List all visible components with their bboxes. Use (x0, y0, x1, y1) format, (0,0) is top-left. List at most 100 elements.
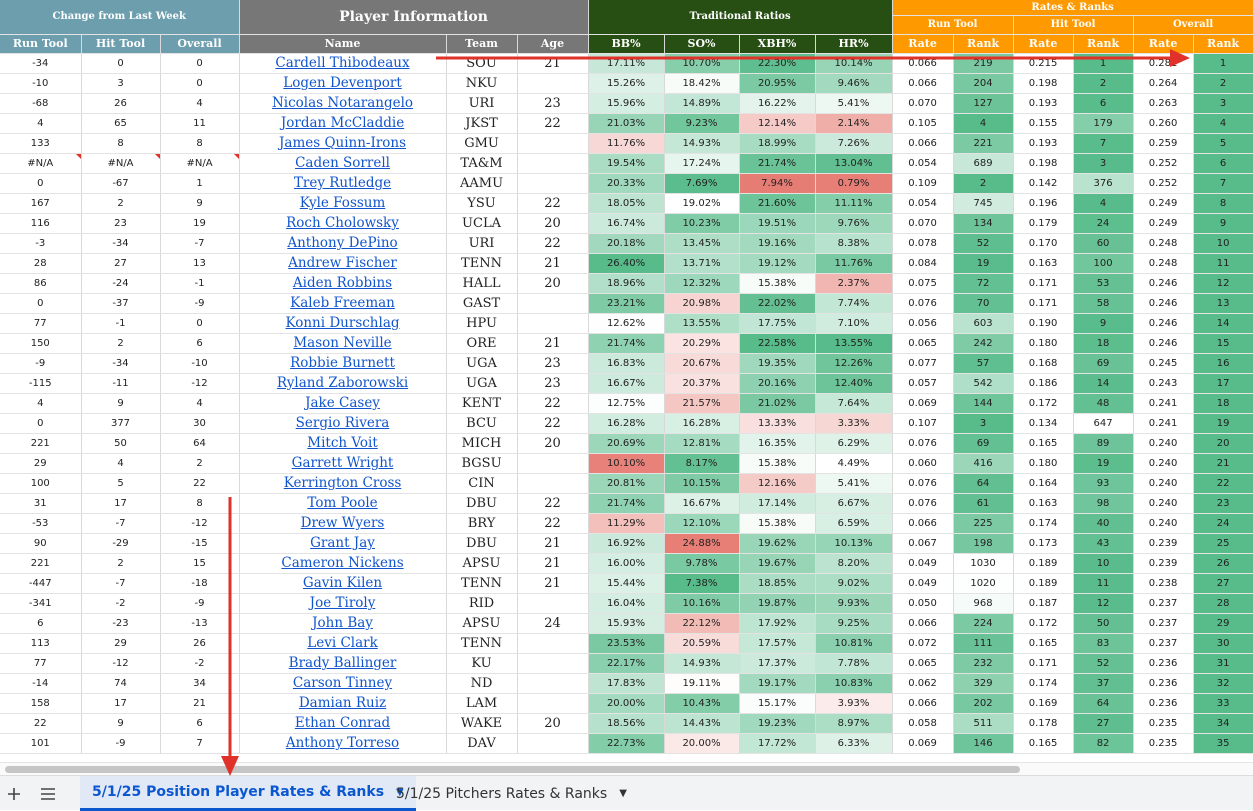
player-name-link[interactable]: Roch Cholowsky (239, 213, 447, 234)
change-overall[interactable]: 1 (160, 173, 240, 194)
player-name-link[interactable]: Anthony Torreso (239, 733, 447, 754)
overall-rank-cell[interactable]: 20 (1193, 433, 1253, 454)
change-hit-tool[interactable]: -1 (81, 313, 161, 334)
bb-pct-cell[interactable]: 20.81% (588, 473, 665, 494)
player-name-link[interactable]: Sergio Rivera (239, 413, 447, 434)
age-cell[interactable]: 21 (517, 53, 589, 74)
hr-pct-cell[interactable]: 3.93% (815, 693, 893, 714)
change-run-tool[interactable]: 116 (0, 213, 82, 234)
change-overall[interactable]: -12 (160, 513, 240, 534)
run-rank-cell[interactable]: 127 (953, 93, 1014, 114)
change-overall[interactable]: -15 (160, 533, 240, 554)
change-run-tool[interactable]: 28 (0, 253, 82, 274)
hit-rank-cell[interactable]: 83 (1073, 633, 1134, 654)
player-name-link[interactable]: Andrew Fischer (239, 253, 447, 274)
age-cell[interactable]: 21 (517, 573, 589, 594)
xbh-pct-cell[interactable]: 18.99% (739, 133, 816, 154)
player-name-link[interactable]: Cardell Thibodeaux (239, 53, 447, 74)
hamburger-icon[interactable] (34, 782, 62, 806)
run-rate-cell[interactable]: 0.066 (892, 693, 954, 714)
overall-rate-cell[interactable]: 0.246 (1133, 313, 1194, 334)
col-header-run-tool[interactable]: Run Tool (0, 34, 82, 54)
so-pct-cell[interactable]: 17.24% (664, 153, 740, 174)
bb-pct-cell[interactable]: 12.75% (588, 393, 665, 414)
player-name-link[interactable]: Jordan McCladdie (239, 113, 447, 134)
change-hit-tool[interactable]: #N/A (81, 153, 161, 174)
player-name-link[interactable]: Garrett Wright (239, 453, 447, 474)
bb-pct-cell[interactable]: 18.05% (588, 193, 665, 214)
run-rank-cell[interactable]: 542 (953, 373, 1014, 394)
so-pct-cell[interactable]: 20.59% (664, 633, 740, 654)
bb-pct-cell[interactable]: 16.28% (588, 413, 665, 434)
change-hit-tool[interactable]: 0 (81, 53, 161, 74)
team-cell[interactable]: LAM (446, 693, 518, 714)
tab-position-players[interactable]: 5/1/25 Position Player Rates & Ranks ▼ (80, 776, 416, 811)
run-rate-cell[interactable]: 0.054 (892, 153, 954, 174)
xbh-pct-cell[interactable]: 13.33% (739, 413, 816, 434)
run-rank-cell[interactable]: 4 (953, 113, 1014, 134)
hit-rate-cell[interactable]: 0.180 (1013, 333, 1074, 354)
hr-pct-cell[interactable]: 10.83% (815, 673, 893, 694)
overall-rate-cell[interactable]: 0.243 (1133, 373, 1194, 394)
age-cell[interactable]: 23 (517, 353, 589, 374)
hit-rate-cell[interactable]: 0.155 (1013, 113, 1074, 134)
change-overall[interactable]: 6 (160, 333, 240, 354)
run-rate-cell[interactable]: 0.062 (892, 673, 954, 694)
team-cell[interactable]: APSU (446, 613, 518, 634)
hit-rank-cell[interactable]: 93 (1073, 473, 1134, 494)
run-rank-cell[interactable]: 511 (953, 713, 1014, 734)
overall-rank-cell[interactable]: 4 (1193, 113, 1253, 134)
age-cell[interactable]: 23 (517, 373, 589, 394)
so-pct-cell[interactable]: 14.93% (664, 653, 740, 674)
run-rate-cell[interactable]: 0.049 (892, 553, 954, 574)
change-overall[interactable]: -1 (160, 273, 240, 294)
overall-rank-cell[interactable]: 11 (1193, 253, 1253, 274)
player-name-link[interactable]: Ethan Conrad (239, 713, 447, 734)
change-hit-tool[interactable]: 9 (81, 393, 161, 414)
so-pct-cell[interactable]: 10.43% (664, 693, 740, 714)
age-cell[interactable]: 21 (517, 253, 589, 274)
team-cell[interactable]: NKU (446, 73, 518, 94)
player-name-link[interactable]: James Quinn-Irons (239, 133, 447, 154)
so-pct-cell[interactable]: 14.43% (664, 713, 740, 734)
change-run-tool[interactable]: -14 (0, 673, 82, 694)
change-hit-tool[interactable]: -37 (81, 293, 161, 314)
hit-rate-cell[interactable]: 0.171 (1013, 293, 1074, 314)
age-cell[interactable]: 20 (517, 273, 589, 294)
team-cell[interactable]: TENN (446, 253, 518, 274)
so-pct-cell[interactable]: 20.98% (664, 293, 740, 314)
overall-rank-cell[interactable]: 27 (1193, 573, 1253, 594)
age-cell[interactable]: 21 (517, 333, 589, 354)
so-pct-cell[interactable]: 20.67% (664, 353, 740, 374)
run-rate-cell[interactable]: 0.076 (892, 433, 954, 454)
run-rate-cell[interactable]: 0.057 (892, 373, 954, 394)
col-header-overall-rank[interactable]: Rank (1193, 34, 1253, 54)
hit-rank-cell[interactable]: 1 (1073, 53, 1134, 74)
hit-rank-cell[interactable]: 37 (1073, 673, 1134, 694)
bb-pct-cell[interactable]: 18.56% (588, 713, 665, 734)
age-cell[interactable] (517, 653, 589, 674)
player-name-link[interactable]: Robbie Burnett (239, 353, 447, 374)
hr-pct-cell[interactable]: 9.93% (815, 593, 893, 614)
so-pct-cell[interactable]: 8.17% (664, 453, 740, 474)
so-pct-cell[interactable]: 13.71% (664, 253, 740, 274)
hr-pct-cell[interactable]: 5.41% (815, 93, 893, 114)
overall-rate-cell[interactable]: 0.239 (1133, 553, 1194, 574)
bb-pct-cell[interactable]: 15.44% (588, 573, 665, 594)
xbh-pct-cell[interactable]: 12.16% (739, 473, 816, 494)
overall-rate-cell[interactable]: 0.240 (1133, 513, 1194, 534)
so-pct-cell[interactable]: 19.11% (664, 673, 740, 694)
age-cell[interactable] (517, 633, 589, 654)
xbh-pct-cell[interactable]: 7.94% (739, 173, 816, 194)
change-hit-tool[interactable]: 17 (81, 493, 161, 514)
overall-rate-cell[interactable]: 0.237 (1133, 633, 1194, 654)
hit-rate-cell[interactable]: 0.168 (1013, 353, 1074, 374)
change-run-tool[interactable]: 4 (0, 393, 82, 414)
change-hit-tool[interactable]: 17 (81, 693, 161, 714)
age-cell[interactable] (517, 593, 589, 614)
col-header-hit-rate[interactable]: Rate (1013, 34, 1074, 54)
run-rank-cell[interactable]: 242 (953, 333, 1014, 354)
bb-pct-cell[interactable]: 16.74% (588, 213, 665, 234)
change-overall[interactable]: 4 (160, 93, 240, 114)
player-name-link[interactable]: Logen Devenport (239, 73, 447, 94)
